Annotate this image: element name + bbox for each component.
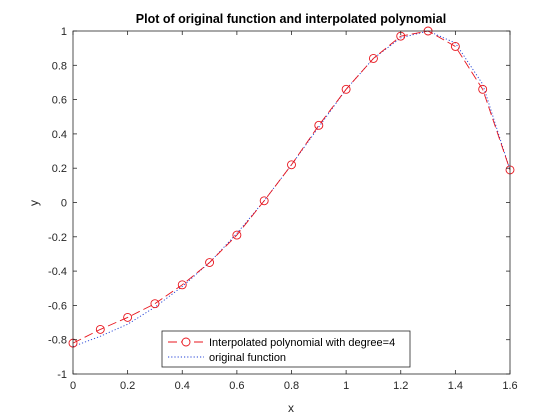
legend-swatch-marker	[181, 337, 191, 347]
y-tick-label: 0.2	[52, 163, 67, 175]
legend-entry-label: original function	[209, 352, 286, 364]
series-point	[259, 196, 269, 206]
series-line-0	[72, 30, 511, 344]
x-tick-label: 1.4	[448, 380, 463, 392]
y-tick-label: -0.2	[48, 232, 67, 244]
x-tick-label: 0	[70, 380, 76, 392]
legend-box	[161, 330, 411, 368]
series-line-1	[72, 30, 511, 347]
series-point	[123, 312, 133, 322]
series-point	[450, 41, 460, 51]
x-tick-label: 0.4	[175, 380, 190, 392]
series-point	[95, 324, 105, 334]
y-tick-label: 0.6	[52, 95, 67, 107]
series-point	[314, 120, 324, 130]
series-point	[478, 84, 488, 94]
x-tick-label: 0.2	[120, 380, 135, 392]
chart-title: Plot of original function and interpolat…	[136, 12, 446, 26]
y-tick-label: -1	[57, 369, 67, 381]
x-tick-label: 0.6	[229, 380, 244, 392]
y-tick-label: 0	[61, 198, 67, 210]
axis-tick-labels: 0 0.2 0.4 0.6 0.8 1 1.2 1.4 1.6 -1 -0.8 -0.6 -0.4 -0.…	[48, 26, 518, 392]
plot-area	[73, 31, 510, 374]
series-point	[287, 160, 296, 170]
x-tick-label: 0.8	[284, 380, 299, 392]
y-tick-label: 0.4	[52, 129, 67, 141]
x-tick-label: 1.2	[393, 380, 408, 392]
series-point	[232, 230, 242, 240]
series-lines	[72, 30, 511, 347]
axis-ticks	[72, 30, 511, 375]
legend-entry-label: Interpolated polynomial with degree=4	[209, 337, 395, 349]
series-point	[150, 299, 160, 309]
y-tick-label: -0.4	[48, 266, 67, 278]
series-point	[368, 53, 378, 63]
x-axis-label: x	[288, 401, 294, 415]
series-point	[205, 258, 215, 267]
series-point	[341, 84, 351, 94]
x-tick-label: 1.6	[502, 380, 517, 392]
series-point	[177, 280, 187, 290]
series-markers	[68, 26, 515, 348]
legend: Interpolated polynomial with degree=4 ori…	[161, 330, 411, 368]
y-tick-label: -0.8	[48, 335, 67, 347]
y-axis-label: y	[27, 200, 41, 206]
y-tick-label: 1	[61, 26, 67, 38]
x-tick-label: 1	[343, 380, 349, 392]
y-tick-label: 0.8	[52, 60, 67, 72]
y-tick-label: -0.6	[48, 300, 67, 312]
